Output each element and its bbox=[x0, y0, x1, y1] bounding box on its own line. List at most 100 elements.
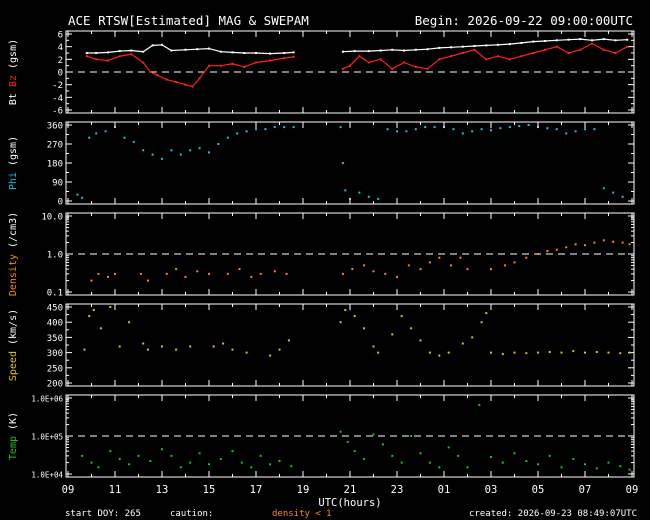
x-axis-label: UTC(hours) bbox=[318, 497, 381, 509]
panel-phi: 0 90 180 270 360 Phi (gsm) bbox=[8, 121, 635, 208]
data-point-bz bbox=[130, 53, 133, 56]
data-point-phi bbox=[81, 196, 84, 199]
x-tick-label: 09 bbox=[62, 484, 75, 496]
data-point-bz bbox=[85, 55, 88, 58]
data-point-speed bbox=[584, 351, 586, 354]
data-point-speed bbox=[410, 327, 413, 330]
data-point-bz bbox=[579, 48, 582, 51]
y-axis-label-speed: Speed (km/s) bbox=[8, 309, 19, 381]
x-tick-label: 07 bbox=[579, 484, 592, 496]
data-point-temp bbox=[419, 452, 422, 455]
data-point-phi bbox=[255, 128, 257, 131]
data-point-speed bbox=[628, 351, 631, 354]
data-point-density bbox=[114, 272, 116, 275]
data-point-speed bbox=[490, 351, 492, 354]
series-line-bt bbox=[86, 38, 628, 55]
data-point-density bbox=[341, 272, 344, 275]
data-point-density bbox=[428, 261, 431, 264]
data-point-bt bbox=[579, 38, 582, 41]
data-point-phi bbox=[142, 149, 145, 152]
data-point-speed bbox=[146, 348, 149, 351]
footer-density-note: density < 1 bbox=[272, 509, 332, 519]
x-tick-label: 05 bbox=[532, 484, 545, 496]
y-tick-label-mag: 2 bbox=[58, 56, 63, 66]
data-point-phi bbox=[574, 130, 577, 133]
data-point-speed bbox=[480, 321, 483, 324]
series-temp bbox=[81, 404, 631, 471]
panel-frame-phi bbox=[65, 121, 635, 205]
data-point-phi bbox=[593, 128, 596, 131]
data-point-bz bbox=[191, 85, 194, 88]
y-tick-label-mag: -4 bbox=[52, 94, 63, 104]
data-point-bt bbox=[497, 43, 500, 46]
data-point-density bbox=[555, 248, 558, 251]
panel-frame-speed bbox=[65, 303, 635, 387]
data-point-bz bbox=[292, 55, 295, 58]
data-point-speed bbox=[99, 327, 102, 330]
data-point-phi bbox=[377, 197, 380, 200]
data-point-density bbox=[97, 272, 100, 275]
y-tick-label-temp: 1.0E+04 bbox=[31, 471, 63, 480]
data-point-bt bbox=[450, 46, 453, 49]
data-point-phi bbox=[612, 191, 615, 194]
data-point-speed bbox=[245, 351, 248, 354]
data-point-bz bbox=[591, 42, 594, 45]
data-point-bz bbox=[341, 67, 344, 70]
data-point-bz bbox=[403, 61, 406, 64]
panels-group: -6 -4 -2 0 2 4 6 Bt Bz (gsm) 0 90 180 270 360 Phi (gs… bbox=[8, 30, 635, 480]
y-tick-label-speed: 450 bbox=[47, 304, 63, 314]
data-point-speed bbox=[419, 339, 422, 342]
data-point-temp bbox=[90, 461, 93, 464]
data-point-density bbox=[593, 241, 596, 244]
y-tick-label-density: 10.0 bbox=[41, 213, 63, 223]
series-speed bbox=[83, 306, 631, 357]
data-point-phi bbox=[405, 130, 408, 133]
data-point-density bbox=[351, 268, 354, 271]
y-axis-label-part: (gsm) bbox=[8, 136, 19, 172]
data-point-bz bbox=[142, 61, 145, 64]
data-point-phi bbox=[546, 127, 549, 130]
data-point-bt bbox=[520, 41, 523, 44]
data-point-temp bbox=[179, 466, 182, 469]
data-point-phi bbox=[273, 126, 276, 129]
y-axis-label-part: Bt bbox=[8, 93, 19, 105]
data-point-bz bbox=[602, 48, 605, 51]
data-point-temp bbox=[149, 460, 152, 462]
data-point-bt bbox=[426, 48, 429, 51]
data-point-phi bbox=[189, 149, 192, 152]
data-point-phi bbox=[217, 143, 220, 145]
data-point-phi bbox=[95, 132, 98, 135]
data-point-speed bbox=[372, 345, 375, 348]
data-point-density bbox=[273, 270, 276, 273]
data-point-bt bbox=[283, 52, 286, 54]
data-point-speed bbox=[189, 345, 192, 348]
data-point-bt bbox=[243, 52, 246, 54]
data-point-density bbox=[259, 272, 262, 275]
data-point-bt bbox=[591, 39, 594, 42]
data-point-density bbox=[513, 261, 516, 264]
data-point-speed bbox=[269, 354, 272, 357]
data-point-speed bbox=[344, 309, 347, 311]
data-point-speed bbox=[278, 348, 281, 351]
data-point-bz bbox=[473, 48, 476, 51]
data-point-temp bbox=[109, 450, 112, 453]
data-point-density bbox=[628, 243, 631, 246]
data-point-bt bbox=[231, 51, 234, 54]
data-point-temp bbox=[548, 454, 551, 457]
data-point-density bbox=[459, 256, 462, 259]
data-point-temp bbox=[118, 457, 121, 460]
data-point-speed bbox=[363, 327, 366, 330]
y-axis-label-density: Density (/cm3) bbox=[8, 212, 19, 296]
data-point-bt bbox=[532, 40, 535, 43]
data-point-speed bbox=[92, 309, 95, 311]
data-point-bz bbox=[184, 83, 187, 86]
y-tick-label-phi: 180 bbox=[47, 160, 63, 170]
data-point-speed bbox=[501, 353, 504, 356]
data-point-density bbox=[372, 270, 375, 273]
data-point-speed bbox=[83, 348, 86, 351]
data-point-bt bbox=[614, 39, 617, 42]
data-point-temp bbox=[391, 454, 394, 457]
data-point-density bbox=[546, 250, 549, 252]
data-point-phi bbox=[527, 124, 530, 126]
data-point-speed bbox=[428, 351, 431, 354]
